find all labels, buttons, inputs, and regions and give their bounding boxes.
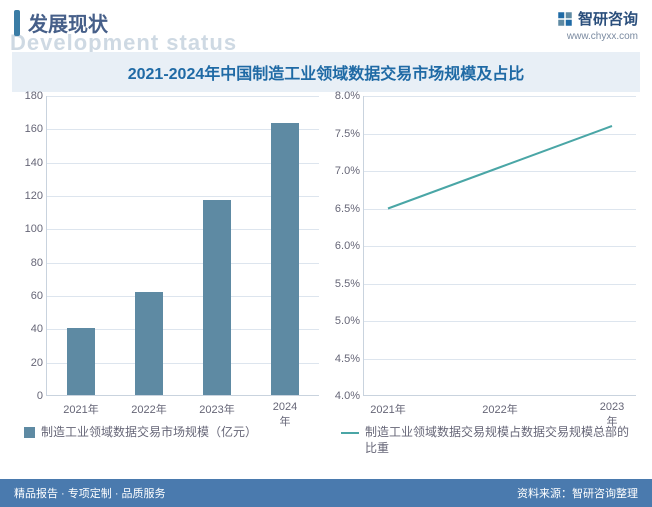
x-tick-label: 2022年 <box>131 401 166 417</box>
y-tick-label: 0 <box>13 390 43 402</box>
brand-name: 智研咨询 <box>578 8 638 29</box>
brand-url: www.chyxx.com <box>556 31 638 42</box>
footer-right-text: 资料来源：智研咨询整理 <box>517 485 638 501</box>
bar-legend-swatch <box>24 427 35 438</box>
x-tick-label: 2021年 <box>370 401 405 417</box>
y-tick-label: 160 <box>13 123 43 135</box>
line-legend-swatch <box>341 432 359 434</box>
y-tick-label: 140 <box>13 157 43 169</box>
line-legend-label: 制造工业领域数据交易规模占数据交易规模总部的比重 <box>365 424 636 456</box>
y-tick-label: 120 <box>13 190 43 202</box>
y-tick-label: 100 <box>13 223 43 235</box>
y-tick-label: 7.0% <box>330 165 360 177</box>
y-tick-label: 7.5% <box>330 128 360 140</box>
x-tick-label: 2024年 <box>268 401 302 429</box>
bar-chart-panel: 0204060801001201401601802021年2022年2023年2… <box>12 96 323 456</box>
x-tick-label: 2023年 <box>600 401 624 429</box>
title-accent-bar <box>14 10 20 36</box>
brand-block: 智研咨询 www.chyxx.com <box>556 8 638 42</box>
y-tick-label: 4.5% <box>330 353 360 365</box>
bar <box>203 200 231 395</box>
line-chart-panel: 4.0%4.5%5.0%5.5%6.0%6.5%7.0%7.5%8.0%2021… <box>329 96 640 456</box>
y-tick-label: 20 <box>13 357 43 369</box>
gridline <box>47 96 319 97</box>
y-tick-label: 180 <box>13 90 43 102</box>
bar <box>135 292 163 395</box>
page-title-cn: 发展现状 <box>28 8 108 37</box>
line-chart-legend: 制造工业领域数据交易规模占数据交易规模总部的比重 <box>341 424 636 456</box>
y-tick-label: 40 <box>13 323 43 335</box>
footer-left-text: 精品报告 · 专项定制 · 品质服务 <box>14 485 166 501</box>
x-tick-label: 2023年 <box>199 401 234 417</box>
bar-chart-plot: 0204060801001201401601802021年2022年2023年2… <box>46 96 319 396</box>
y-tick-label: 5.5% <box>330 278 360 290</box>
y-tick-label: 6.0% <box>330 240 360 252</box>
title-block: 发展现状 <box>14 8 108 37</box>
y-tick-label: 80 <box>13 257 43 269</box>
line-chart-plot: 4.0%4.5%5.0%5.5%6.0%6.5%7.0%7.5%8.0%2021… <box>363 96 636 396</box>
header: 发展现状 智研咨询 www.chyxx.com <box>0 0 652 46</box>
bar <box>271 123 299 395</box>
x-tick-label: 2021年 <box>63 401 98 417</box>
brand-logo-icon <box>556 10 574 28</box>
bar-legend-label: 制造工业领域数据交易市场规模（亿元） <box>41 424 257 440</box>
y-tick-label: 8.0% <box>330 90 360 102</box>
x-tick-label: 2022年 <box>482 401 517 417</box>
y-tick-label: 5.0% <box>330 315 360 327</box>
line-path <box>364 96 636 395</box>
charts-container: 0204060801001201401601802021年2022年2023年2… <box>0 96 652 456</box>
footer: 精品报告 · 专项定制 · 品质服务 资料来源：智研咨询整理 <box>0 479 652 507</box>
bar <box>67 328 95 395</box>
y-tick-label: 60 <box>13 290 43 302</box>
chart-title: 2021-2024年中国制造工业领域数据交易市场规模及占比 <box>12 52 640 92</box>
y-tick-label: 4.0% <box>330 390 360 402</box>
y-tick-label: 6.5% <box>330 203 360 215</box>
